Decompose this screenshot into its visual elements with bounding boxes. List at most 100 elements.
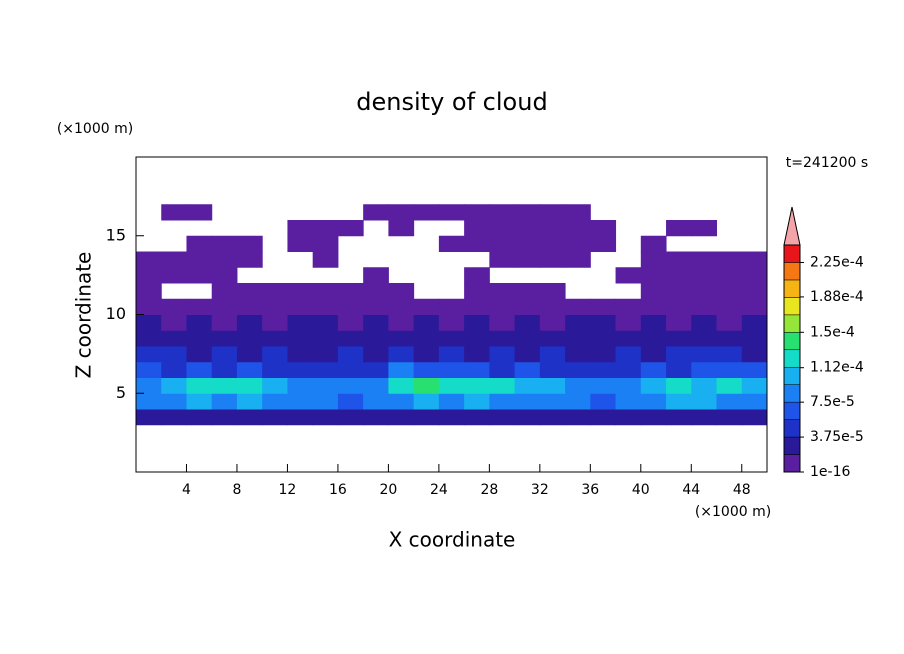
contour-cell: [363, 204, 389, 221]
contour-cell: [236, 330, 263, 347]
colorbar-band: [783, 314, 801, 333]
contour-cell: [236, 377, 263, 394]
contour-cell: [438, 393, 465, 410]
contour-cell: [716, 346, 743, 363]
contour-cell: [640, 346, 667, 363]
contour-cell: [388, 346, 415, 363]
contour-cell: [161, 346, 187, 363]
contour-cell: [136, 393, 162, 410]
contour-cell: [539, 393, 566, 410]
contour-cell: [590, 393, 617, 410]
contour-cell: [514, 283, 541, 300]
contour-cell: [312, 330, 339, 347]
contour-cell: [539, 361, 566, 378]
contour-cell: [161, 377, 187, 394]
contour-cell: [236, 251, 263, 268]
contour-cell: [438, 298, 465, 315]
contour-cell: [666, 330, 692, 347]
contour-cell: [514, 235, 541, 252]
contour-cell: [464, 235, 490, 252]
contour-cell: [211, 409, 238, 426]
contour-cell: [640, 283, 667, 300]
colorbar-band: [783, 262, 801, 281]
contour-cell: [363, 377, 389, 394]
contour-cell: [514, 220, 541, 237]
contour-cell: [489, 283, 516, 300]
contour-cell: [211, 377, 238, 394]
contour-cell: [413, 204, 440, 221]
contour-cell: [615, 267, 642, 284]
contour-cell: [565, 314, 591, 331]
contour-cell: [489, 251, 516, 268]
contour-cell: [287, 377, 314, 394]
contour-cell: [464, 346, 490, 363]
contour-cell: [640, 377, 667, 394]
contour-cell: [590, 346, 617, 363]
contour-cell: [186, 409, 213, 426]
contour-cell: [489, 298, 516, 315]
contour-cell: [413, 314, 440, 331]
contour-cell: [741, 346, 768, 363]
contour-cell: [413, 393, 440, 410]
x-tick-label: 20: [379, 482, 397, 498]
contour-cell: [464, 267, 490, 284]
contour-cell: [565, 298, 591, 315]
contour-cell: [186, 393, 213, 410]
contour-cell: [161, 267, 187, 284]
x-tick-label: 8: [232, 482, 241, 498]
contour-cell: [539, 409, 566, 426]
contour-cell: [136, 346, 162, 363]
contour-cell: [741, 377, 768, 394]
colorbar-band: [783, 401, 801, 420]
contour-cell: [136, 298, 162, 315]
contour-cell: [640, 267, 667, 284]
contour-cell: [287, 393, 314, 410]
contour-cell: [388, 298, 415, 315]
contour-cell: [691, 314, 718, 331]
x-tick-label: 48: [733, 482, 751, 498]
contour-cell: [489, 314, 516, 331]
colorbar-band: [783, 332, 801, 351]
contour-cell: [666, 251, 692, 268]
contour-cell: [716, 361, 743, 378]
contour-cell: [136, 251, 162, 268]
contour-cell: [615, 361, 642, 378]
contour-cell: [211, 235, 238, 252]
colorbar-band: [783, 366, 801, 385]
x-tick-label: 12: [279, 482, 297, 498]
contour-cell: [363, 361, 389, 378]
x-tick-label: 36: [581, 482, 599, 498]
contour-cell: [136, 409, 162, 426]
contour-cell: [287, 314, 314, 331]
colorbar: 1e-16 3.75e-5 7.5e-5 1.12e-4 1.5e-4 1.88e-4 2.…: [783, 206, 864, 480]
contour-cell: [438, 361, 465, 378]
contour-cell: [287, 409, 314, 426]
contour-cell: [438, 377, 465, 394]
contour-cell: [388, 314, 415, 331]
contour-cell: [640, 361, 667, 378]
contour-cell: [489, 235, 516, 252]
contour-cell: [388, 393, 415, 410]
contour-cell: [312, 298, 339, 315]
contour-cell: [691, 251, 718, 268]
contour-cell: [615, 346, 642, 363]
contour-cell: [211, 298, 238, 315]
contour-cell: [236, 283, 263, 300]
contour-cell: [565, 330, 591, 347]
contour-cell: [539, 377, 566, 394]
colorbar-tick-label: 3.75e-5: [810, 429, 864, 445]
contour-cell: [363, 283, 389, 300]
contour-cell: [363, 267, 389, 284]
contour-cell: [691, 283, 718, 300]
contour-cell: [666, 361, 692, 378]
contour-cell: [438, 204, 465, 221]
contour-cell: [741, 283, 768, 300]
colorbar-tick-label: 1.5e-4: [810, 324, 855, 340]
contour-cell: [691, 393, 718, 410]
colorbar-band: [783, 297, 801, 316]
contour-cell: [186, 377, 213, 394]
contour-cell: [363, 409, 389, 426]
contour-cell: [312, 361, 339, 378]
